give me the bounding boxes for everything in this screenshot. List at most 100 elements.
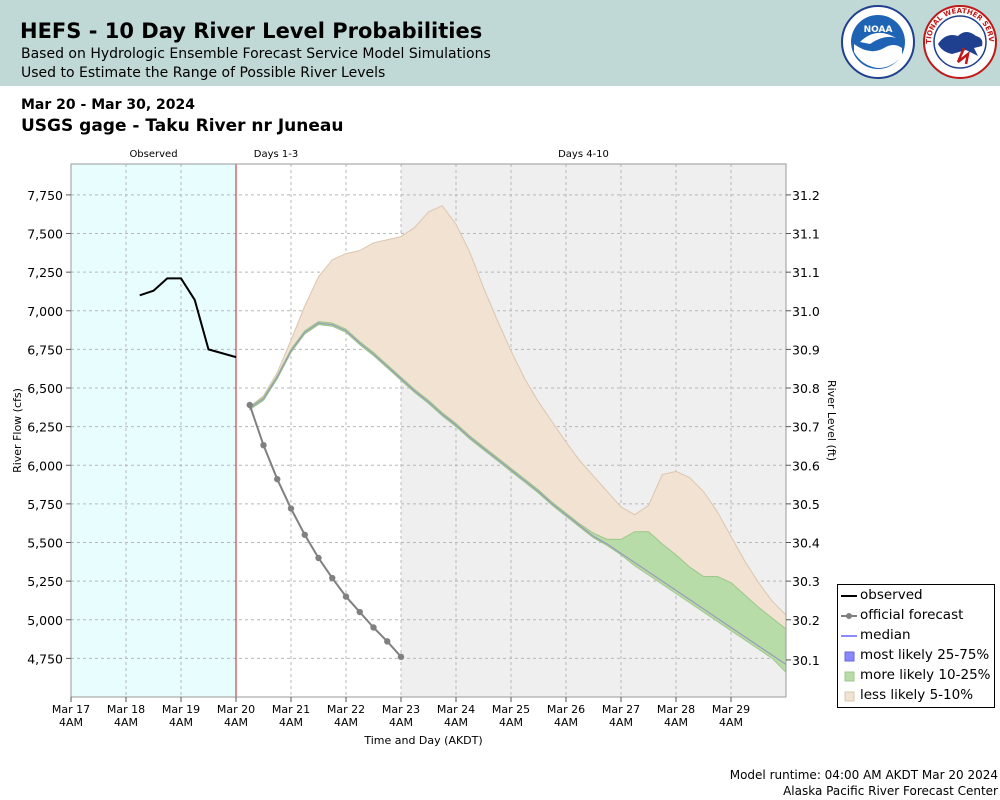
x-tick-label-time: 4AM	[719, 716, 743, 729]
y-tick-label: 6,000	[27, 458, 63, 473]
official-forecast-point	[260, 441, 267, 449]
legend-label-most-likely: most likely 25-75%	[860, 647, 990, 663]
y-tick-label: 5,500	[27, 536, 63, 551]
x-tick-label-time: 4AM	[499, 716, 523, 729]
chart-legend: observed official forecast median most l…	[837, 584, 995, 708]
y-tick-label: 7,750	[27, 188, 63, 203]
noaa-logo-text: NOAA	[864, 25, 893, 35]
x-tick-label-time: 4AM	[334, 716, 358, 729]
x-tick-label-date: Mar 22	[327, 703, 365, 716]
x-tick-label-date: Mar 23	[382, 703, 420, 716]
legend-symbol-observed	[841, 595, 857, 597]
legend-symbol-official-forecast	[841, 613, 857, 619]
official-forecast-point	[329, 574, 336, 582]
y2-tick-label: 30.3	[792, 574, 820, 589]
y2-tick-label: 30.4	[792, 536, 820, 551]
official-forecast-point	[384, 638, 391, 645]
official-forecast-point	[287, 505, 295, 512]
page-subtitle-1: Based on Hydrologic Ensemble Forecast Se…	[21, 46, 491, 62]
y2-tick-label: 30.5	[792, 497, 820, 512]
y-tick-label: 7,500	[27, 227, 63, 242]
official-forecast-point	[274, 475, 281, 483]
region-observed	[71, 164, 236, 697]
y2-tick-label: 31.1	[792, 265, 820, 280]
y2-tick-label: 30.6	[792, 458, 820, 473]
legend-item-median: median	[840, 627, 992, 645]
legend-label-less-likely: less likely 5-10%	[860, 687, 974, 703]
y-tick-label: 6,500	[27, 381, 63, 396]
x-axis-title: Time and Day (AKDT)	[363, 734, 482, 747]
y2-tick-label: 30.1	[792, 653, 820, 668]
official-forecast-point	[356, 608, 363, 616]
y-tick-label: 7,250	[27, 265, 63, 280]
legend-symbol-less-likely	[844, 691, 855, 702]
x-tick-label-date: Mar 18	[107, 703, 145, 716]
region-label-days-4-10: Days 4-10	[558, 149, 609, 160]
y-tick-label: 5,000	[27, 613, 63, 628]
x-tick-label-date: Mar 20	[217, 703, 255, 716]
official-forecast-point	[246, 401, 253, 409]
legend-symbol-median	[841, 635, 857, 637]
legend-label-more-likely: more likely 10-25%	[860, 667, 991, 683]
region-label-days-1-3: Days 1-3	[254, 149, 298, 160]
median-line	[249, 322, 787, 666]
x-tick-label-date: Mar 24	[437, 703, 475, 716]
y2-axis-title: River Level (ft)	[825, 380, 838, 461]
x-tick-label-date: Mar 27	[602, 703, 640, 716]
legend-symbol-most-likely	[844, 651, 855, 662]
x-tick-label-time: 4AM	[224, 716, 248, 729]
x-tick-label-date: Mar 21	[272, 703, 310, 716]
legend-symbol-more-likely	[844, 671, 855, 682]
y-tick-label: 5,250	[27, 574, 63, 589]
y2-tick-label: 30.2	[792, 613, 820, 628]
x-tick-label-time: 4AM	[59, 716, 83, 729]
legend-label-official-forecast: official forecast	[860, 607, 964, 623]
model-runtime: Model runtime: 04:00 AM AKDT Mar 20 2024	[729, 768, 998, 782]
x-tick-label-time: 4AM	[554, 716, 578, 729]
official-forecast-point	[397, 653, 405, 661]
observed-line	[139, 277, 237, 359]
legend-item-official-forecast: official forecast	[840, 607, 992, 625]
x-tick-label-date: Mar 28	[657, 703, 695, 716]
y-tick-label: 4,750	[27, 651, 63, 666]
official-forecast-point	[315, 554, 322, 562]
y2-tick-label: 31.2	[792, 188, 820, 203]
y-tick-label: 7,000	[27, 304, 63, 319]
y2-tick-label: 30.7	[792, 420, 820, 435]
x-tick-label-date: Mar 19	[162, 703, 200, 716]
noaa-logo[interactable]: NOAA	[840, 4, 916, 80]
x-tick-label-time: 4AM	[444, 716, 468, 729]
y-tick-label: 5,750	[27, 497, 63, 512]
x-tick-label-time: 4AM	[609, 716, 633, 729]
legend-label-observed: observed	[860, 587, 923, 603]
x-tick-label-time: 4AM	[169, 716, 193, 729]
station-name: USGS gage - Taku River nr Juneau	[21, 116, 344, 136]
plot-frame	[70, 163, 787, 698]
x-tick-label-time: 4AM	[389, 716, 413, 729]
x-tick-label-time: 4AM	[114, 716, 138, 729]
region-label-observed: Observed	[129, 149, 177, 160]
nws-logo[interactable]: NATIONAL WEATHER SERVICE	[922, 4, 998, 80]
official-forecast-point	[301, 531, 308, 538]
y2-tick-label: 30.9	[792, 342, 820, 357]
legend-item-more-likely: more likely 10-25%	[840, 667, 992, 685]
y-tick-label: 6,250	[27, 420, 63, 435]
official-forecast-line	[248, 404, 402, 658]
page-title: HEFS - 10 Day River Level Probabilities	[20, 19, 483, 43]
x-tick-label-date: Mar 25	[492, 703, 530, 716]
y-tick-label: 6,750	[27, 342, 63, 357]
legend-item-observed: observed	[840, 587, 992, 605]
official-forecast-point	[342, 593, 350, 600]
legend-item-most-likely: most likely 25-75%	[840, 647, 992, 665]
legend-item-less-likely: less likely 5-10%	[840, 687, 992, 705]
forecast-center: Alaska Pacific River Forecast Center	[783, 784, 998, 798]
x-tick-label-date: Mar 17	[52, 703, 90, 716]
official-forecast-point	[370, 624, 377, 631]
header-banner: HEFS - 10 Day River Level Probabilities …	[0, 0, 1000, 86]
y2-tick-label: 31.0	[792, 304, 820, 319]
y2-tick-label: 31.1	[792, 227, 820, 242]
x-tick-label-time: 4AM	[664, 716, 688, 729]
x-tick-label-time: 4AM	[279, 716, 303, 729]
y2-tick-label: 30.8	[792, 381, 820, 396]
